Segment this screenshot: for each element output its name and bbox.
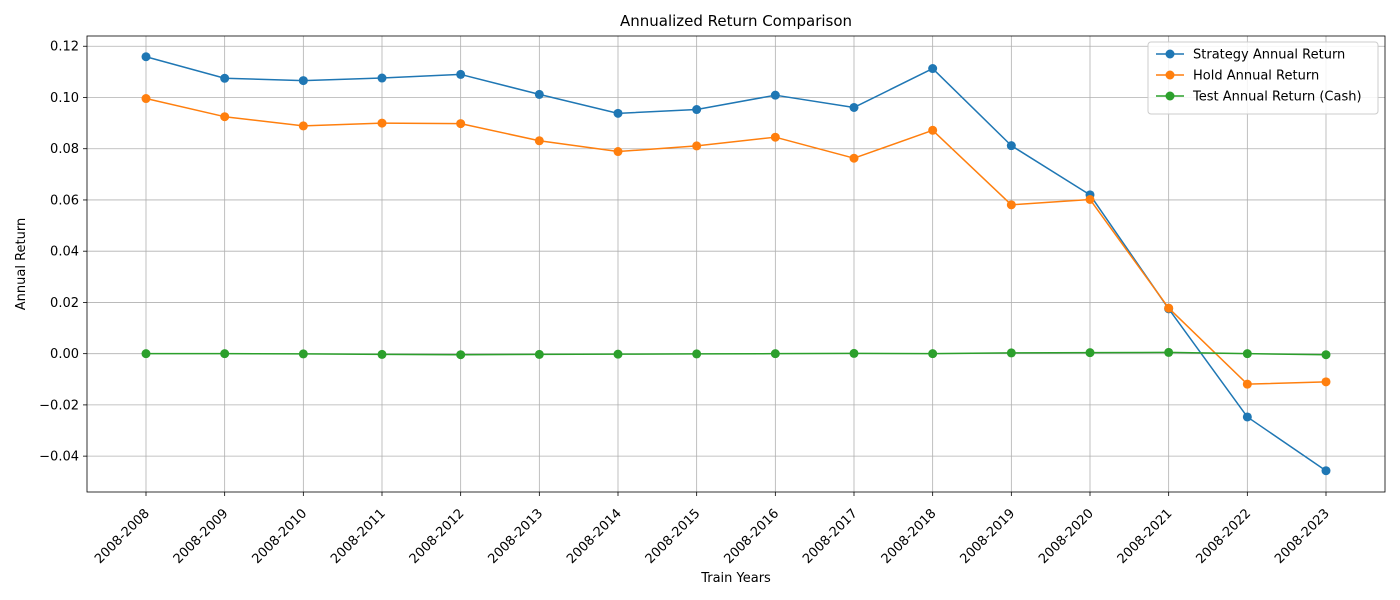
x-tick-label: 2008-2016: [721, 506, 782, 567]
data-point: [692, 105, 702, 115]
data-point: [1321, 377, 1331, 387]
data-point: [613, 108, 623, 118]
x-tick-label: 2008-2018: [879, 506, 940, 567]
y-tick-label: 0.00: [50, 347, 79, 362]
data-point: [377, 73, 387, 83]
x-tick-label: 2008-2014: [564, 506, 625, 567]
data-point: [377, 118, 387, 128]
legend-swatch-marker: [1165, 91, 1175, 101]
x-axis-label: Train Years: [700, 571, 771, 586]
data-point: [220, 349, 230, 359]
data-point: [298, 349, 308, 359]
x-tick-label: 2008-2008: [92, 506, 153, 567]
data-point: [770, 132, 780, 142]
x-tick-label: 2008-2019: [957, 506, 1018, 567]
data-point: [456, 69, 466, 79]
legend: Strategy Annual Return Hold Annual Return…: [1147, 41, 1379, 115]
data-point: [1006, 348, 1016, 358]
data-point: [377, 349, 387, 359]
data-point: [770, 90, 780, 100]
data-point: [1321, 350, 1331, 360]
data-point: [1164, 347, 1174, 357]
data-point: [141, 349, 151, 359]
x-tick-label: 2008-2017: [800, 506, 861, 567]
y-axis: −0.04 −0.02 0.00 0.02 0.04 0.06 0.08 0.10 0.12: [39, 40, 87, 465]
x-tick-label: 2008-2013: [485, 506, 546, 567]
y-tick-label: 0.08: [50, 142, 79, 157]
data-point: [1164, 303, 1174, 313]
series-group: [141, 52, 1331, 476]
data-point: [141, 94, 151, 104]
x-tick-label: 2008-2009: [171, 506, 232, 567]
data-point: [770, 349, 780, 359]
chart-title: Annualized Return Comparison: [620, 12, 852, 30]
data-point: [298, 121, 308, 131]
data-point: [456, 119, 466, 129]
data-point: [928, 64, 938, 74]
x-tick-label: 2008-2012: [407, 506, 468, 567]
data-point: [1085, 348, 1095, 358]
data-point: [534, 89, 544, 99]
data-point: [534, 349, 544, 359]
grid: [87, 36, 1385, 492]
data-point: [928, 125, 938, 135]
data-point: [220, 112, 230, 122]
x-axis: 2008-2008 2008-2009 2008-2010 2008-2011 2008…: [92, 492, 1333, 567]
data-point: [849, 348, 859, 358]
y-tick-label: 0.06: [50, 193, 79, 208]
series-line-1: [145, 97, 1327, 385]
data-point: [1242, 379, 1252, 389]
data-point: [298, 76, 308, 86]
data-point: [928, 349, 938, 359]
data-point: [1242, 349, 1252, 359]
x-tick-label: 2008-2020: [1036, 506, 1097, 567]
data-point: [613, 147, 623, 157]
y-axis-label: Annual Return: [14, 218, 29, 310]
data-point: [1242, 412, 1252, 422]
data-point: [1006, 200, 1016, 210]
plot-frame: [86, 35, 1386, 493]
y-tick-label: 0.10: [50, 91, 79, 106]
series-line-0: [145, 56, 1327, 472]
legend-frame: [1147, 41, 1379, 115]
data-point: [692, 141, 702, 151]
series-line-2: [146, 351, 1327, 356]
data-point: [1006, 141, 1016, 151]
x-tick-label: 2008-2022: [1193, 506, 1254, 567]
x-tick-label: 2008-2015: [643, 506, 704, 567]
y-tick-label: −0.04: [39, 450, 79, 465]
y-tick-label: 0.02: [50, 296, 79, 311]
x-tick-label: 2008-2023: [1272, 506, 1333, 567]
x-tick-label: 2008-2011: [328, 506, 389, 567]
x-tick-label: 2008-2021: [1115, 506, 1176, 567]
legend-label: Test Annual Return (Cash): [1192, 90, 1362, 105]
data-point: [1321, 466, 1331, 476]
x-tick-label: 2008-2010: [249, 506, 310, 567]
data-point: [1085, 194, 1095, 204]
legend-label: Hold Annual Return: [1193, 69, 1319, 84]
y-tick-label: 0.04: [50, 245, 79, 260]
legend-swatch-marker: [1165, 49, 1175, 59]
data-point: [456, 350, 466, 360]
y-tick-label: 0.12: [50, 40, 79, 55]
data-point: [141, 52, 151, 62]
data-point: [220, 73, 230, 83]
data-point: [692, 349, 702, 359]
data-point: [849, 153, 859, 163]
legend-swatch-marker: [1165, 70, 1175, 80]
data-point: [534, 136, 544, 146]
data-point: [613, 349, 623, 359]
legend-label: Strategy Annual Return: [1193, 48, 1345, 63]
data-point: [849, 102, 859, 112]
y-tick-label: −0.02: [39, 398, 79, 413]
